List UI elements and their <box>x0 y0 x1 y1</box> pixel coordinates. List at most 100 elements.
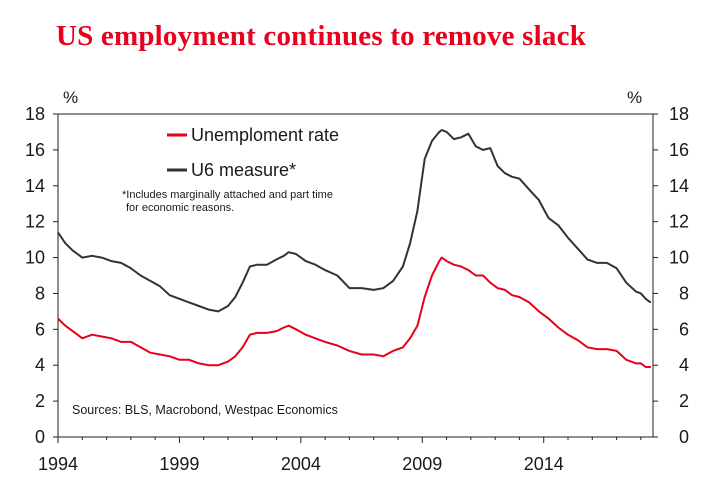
x-tick-label: 2004 <box>281 454 321 474</box>
data-point <box>625 282 627 284</box>
data-point <box>382 287 385 289</box>
unemployment-rate-line <box>57 256 651 368</box>
data-point <box>241 346 244 348</box>
data-point <box>101 335 103 338</box>
left-tick-label: 12 <box>25 212 45 232</box>
data-point <box>110 337 113 339</box>
right-tick-label: 4 <box>679 355 689 375</box>
data-point <box>489 147 491 149</box>
data-point <box>130 341 132 343</box>
data-point <box>288 325 290 327</box>
data-point <box>475 145 477 147</box>
data-point <box>373 353 375 356</box>
data-point <box>453 264 455 266</box>
data-point <box>234 296 236 298</box>
data-point <box>496 165 499 167</box>
data-point <box>324 341 326 343</box>
data-point <box>288 251 290 253</box>
data-point <box>207 364 210 366</box>
data-point <box>198 362 200 365</box>
data-point <box>504 289 506 291</box>
data-point <box>295 253 297 255</box>
data-point <box>348 350 351 352</box>
data-point <box>441 129 443 131</box>
data-point <box>227 305 229 307</box>
legend-label-unemployment: Unemploment rate <box>191 125 339 145</box>
data-point <box>314 337 317 339</box>
left-tick-label: 18 <box>25 104 45 124</box>
data-point <box>635 362 637 365</box>
data-point <box>547 317 550 320</box>
data-point <box>314 264 317 266</box>
right-tick-label: 18 <box>669 104 689 124</box>
footnote-line-1: *Includes marginally attached and part t… <box>122 189 333 201</box>
data-point <box>518 178 521 180</box>
data-point <box>178 298 181 300</box>
data-point <box>615 267 618 269</box>
data-point <box>482 274 484 277</box>
data-point <box>538 199 540 201</box>
data-point <box>283 326 285 329</box>
data-point <box>409 242 411 244</box>
data-point <box>217 310 219 312</box>
data-point <box>110 260 113 262</box>
data-point <box>445 260 448 262</box>
data-point <box>227 361 229 363</box>
source-note: Sources: BLS, Macrobond, Westpac Economi… <box>72 403 338 417</box>
data-point <box>567 334 569 336</box>
left-tick-label: 16 <box>25 140 45 160</box>
data-point <box>91 255 93 257</box>
legend-label-u6: U6 measure* <box>191 160 296 180</box>
data-point <box>438 260 440 262</box>
data-point <box>241 282 244 284</box>
plot-frame <box>57 113 654 438</box>
data-point <box>645 366 647 368</box>
data-point <box>635 291 637 293</box>
data-point <box>139 346 142 348</box>
data-point <box>217 364 219 366</box>
data-point <box>392 350 394 352</box>
data-point <box>467 133 470 135</box>
data-point <box>159 353 161 356</box>
data-point <box>649 301 652 304</box>
data-point <box>402 346 404 348</box>
data-point <box>511 176 513 178</box>
data-point <box>57 317 59 320</box>
data-point <box>402 265 404 268</box>
data-point <box>169 294 171 296</box>
data-point <box>71 249 74 251</box>
data-point <box>586 258 589 260</box>
right-tick-label: 10 <box>669 248 689 268</box>
right-tick-label: 8 <box>679 283 689 303</box>
data-point <box>460 136 462 138</box>
data-point <box>496 287 499 289</box>
data-point <box>640 362 642 365</box>
data-point <box>547 217 550 219</box>
x-tick-label: 2009 <box>402 454 442 474</box>
data-point <box>159 285 161 287</box>
left-tick-label: 6 <box>35 319 45 339</box>
right-tick-label: 2 <box>679 391 689 411</box>
data-point <box>360 287 363 289</box>
data-point <box>64 325 66 327</box>
data-point <box>596 348 598 350</box>
data-point <box>538 310 540 312</box>
data-point <box>198 305 200 307</box>
right-tick-label: 6 <box>679 319 689 339</box>
data-point <box>438 131 440 133</box>
data-point <box>305 334 307 336</box>
data-point <box>169 355 171 357</box>
data-point <box>249 265 251 268</box>
left-tick-label: 14 <box>25 176 45 196</box>
right-tick-label: 0 <box>679 427 689 447</box>
data-point <box>431 274 433 277</box>
data-point <box>625 359 627 361</box>
left-tick-label: 0 <box>35 427 45 447</box>
data-point <box>577 247 579 250</box>
data-point <box>424 296 426 298</box>
data-point <box>283 255 285 257</box>
data-point <box>392 280 394 282</box>
data-point <box>275 330 278 332</box>
data-point <box>482 149 484 151</box>
